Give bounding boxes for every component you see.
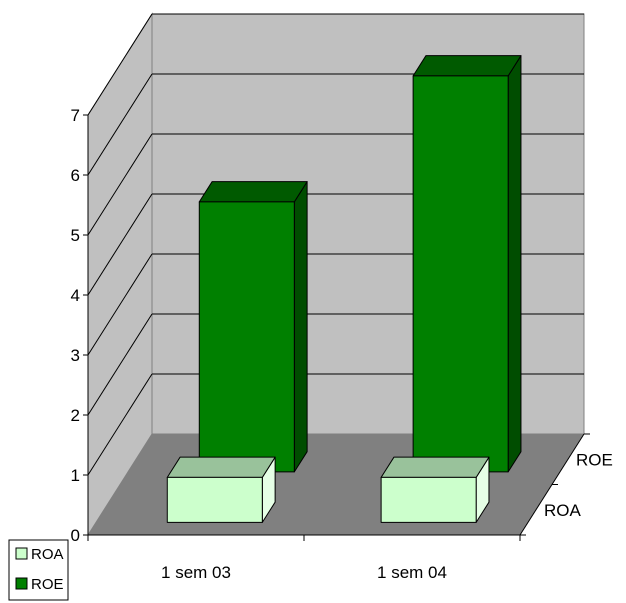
- legend-swatch-roe: [15, 577, 28, 590]
- bar-front-face: [380, 476, 477, 523]
- bar-side-face: [507, 55, 522, 473]
- y-tick-label: 0: [71, 526, 80, 545]
- bar-front-face: [166, 476, 263, 523]
- legend: ROA ROE: [8, 539, 69, 601]
- bar-side-face: [293, 181, 308, 473]
- gridline-side: [87, 313, 153, 416]
- bar-roa-1: [166, 456, 276, 523]
- bar-roe-2: [412, 55, 522, 473]
- y-tick-label: 2: [71, 406, 80, 425]
- bar-roe-1: [198, 181, 308, 473]
- depth-label: ROE: [576, 450, 613, 469]
- y-tick-label: 3: [71, 346, 80, 365]
- legend-swatch-roa: [15, 547, 28, 560]
- legend-label-roa: ROA: [31, 546, 64, 563]
- bar-top-face: [198, 181, 308, 203]
- gridline-side: [87, 73, 153, 176]
- bar-front-face: [198, 201, 295, 473]
- gridline-side: [87, 373, 153, 476]
- gridline-side: [87, 133, 153, 236]
- bar-top-face: [380, 456, 490, 478]
- legend-label-roe: ROE: [31, 576, 64, 593]
- y-tick-label: 4: [71, 286, 80, 305]
- x-category-label: 1 sem 03: [161, 563, 231, 582]
- x-category-label: 1 sem 04: [377, 563, 447, 582]
- y-axis-tick-labels: 0 1 2 3 4 5 6 7: [71, 106, 80, 545]
- gridline-side: [87, 253, 153, 356]
- depth-label: ROA: [544, 501, 582, 520]
- y-tick-label: 5: [71, 226, 80, 245]
- y-tick-label: 1: [71, 466, 80, 485]
- bars: [166, 55, 522, 523]
- bar-front-face: [412, 75, 509, 473]
- depth-axis-labels: ROA ROE: [544, 450, 613, 520]
- bar-top-face: [412, 55, 522, 77]
- bar-top-face: [166, 456, 276, 478]
- y-tick-label: 7: [71, 106, 80, 125]
- y-tick-label: 6: [71, 166, 80, 185]
- x-axis-category-labels: 1 sem 03 1 sem 04: [161, 563, 447, 582]
- gridline-side: [87, 13, 153, 116]
- bar-roa-2: [380, 456, 490, 523]
- gridline-side: [87, 193, 153, 296]
